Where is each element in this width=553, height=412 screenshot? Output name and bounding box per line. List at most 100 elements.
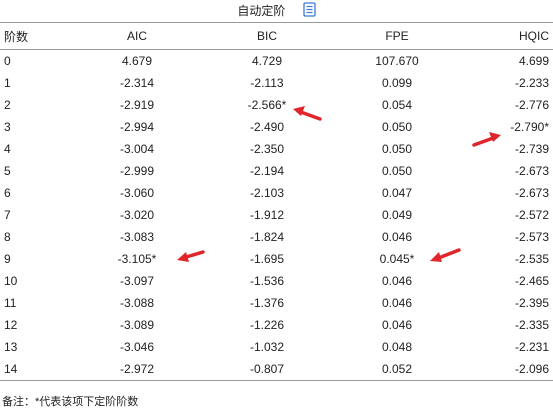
table-row: 7 -3.020 -1.912 0.049 -2.572 (0, 204, 553, 226)
cell-hqic: -2.776 (514, 98, 549, 112)
cell-fpe: 0.045* (379, 252, 415, 266)
cell-hqic: -2.395 (514, 296, 549, 310)
cell-hqic: -2.739 (514, 142, 549, 156)
cell-hqic: -2.096 (462, 358, 553, 381)
cell-order: 1 (4, 76, 11, 90)
table-row: 9 -3.105* -1.695 0.045* -2.535 (0, 248, 553, 270)
cell-aic: -3.020 (119, 208, 155, 222)
cell-order: 11 (4, 296, 17, 310)
cell-bic: -0.807 (202, 358, 332, 381)
header-fpe: FPE (332, 22, 462, 50)
header-bic: BIC (202, 22, 332, 50)
cell-bic: -2.103 (249, 186, 285, 200)
table-row: 4 -3.004 -2.350 0.050 -2.739 (0, 138, 553, 160)
cell-bic: -1.032 (249, 340, 285, 354)
cell-order: 8 (4, 230, 11, 244)
table-row: 5 -2.999 -2.194 0.050 -2.673 (0, 160, 553, 182)
cell-aic: -3.083 (119, 230, 155, 244)
cell-bic: -1.376 (249, 296, 285, 310)
cell-fpe: 0.054 (381, 98, 413, 112)
title-bar: 自动定阶 (0, 0, 553, 22)
cell-hqic: -2.231 (514, 340, 549, 354)
cell-hqic: 4.699 (518, 54, 549, 68)
cell-bic: -1.695 (249, 252, 285, 266)
table-row: 8 -3.083 -1.824 0.046 -2.573 (0, 226, 553, 248)
cell-fpe: 0.046 (381, 296, 413, 310)
cell-fpe: 0.049 (381, 208, 413, 222)
cell-hqic: -2.535 (514, 252, 549, 266)
cell-order: 5 (4, 164, 11, 178)
cell-bic: -2.490 (249, 120, 285, 134)
table-header-row: 阶数 AIC BIC FPE HQIC (0, 22, 553, 50)
cell-aic: -3.097 (119, 274, 155, 288)
cell-bic: -1.912 (249, 208, 285, 222)
cell-bic: -1.226 (249, 318, 285, 332)
table-row: 3 -2.994 -2.490 0.050 -2.790* (0, 116, 553, 138)
cell-fpe: 0.099 (381, 76, 413, 90)
table-row: 6 -3.060 -2.103 0.047 -2.673 (0, 182, 553, 204)
cell-order: 10 (4, 274, 18, 288)
cell-bic: -2.566* (247, 98, 287, 112)
cell-order: 3 (4, 120, 11, 134)
cell-fpe: 0.048 (381, 340, 413, 354)
table-row: 13 -3.046 -1.032 0.048 -2.231 (0, 336, 553, 358)
cell-aic: -3.089 (119, 318, 155, 332)
cell-bic: -2.113 (250, 76, 284, 90)
cell-hqic: -2.335 (514, 318, 549, 332)
cell-order: 14 (0, 358, 72, 381)
cell-aic: 4.679 (121, 54, 153, 68)
cell-order: 0 (4, 54, 11, 68)
table-row: 14 -2.972 -0.807 0.052 -2.096 (0, 358, 553, 381)
cell-order: 4 (4, 142, 11, 156)
cell-hqic: -2.572 (514, 208, 549, 222)
cell-order: 9 (4, 252, 11, 266)
cell-aic: -2.972 (72, 358, 202, 381)
cell-order: 2 (4, 98, 11, 112)
header-hqic: HQIC (462, 22, 553, 50)
cell-hqic: -2.465 (514, 274, 549, 288)
footnote: 备注：*代表该项下定阶阶数 (2, 396, 139, 408)
cell-aic: -2.314 (119, 76, 155, 90)
cell-order: 13 (4, 340, 18, 354)
cell-hqic: -2.673 (514, 164, 549, 178)
document-icon[interactable] (303, 2, 316, 17)
cell-bic: -2.350 (249, 142, 285, 156)
cell-bic: 4.729 (251, 54, 283, 68)
cell-aic: -2.919 (119, 98, 155, 112)
table-row: 1 -2.314 -2.113 0.099 -2.233 (0, 72, 553, 94)
header-order: 阶数 (0, 22, 72, 50)
table-row: 0 4.679 4.729 107.670 4.699 (0, 50, 553, 73)
cell-aic: -3.046 (119, 340, 155, 354)
lag-order-table: 阶数 AIC BIC FPE HQIC 0 4.679 4.729 107.670 4.… (0, 22, 553, 381)
cell-bic: -1.536 (249, 274, 285, 288)
cell-fpe: 0.047 (381, 186, 413, 200)
cell-fpe: 0.050 (381, 142, 413, 156)
page-title: 自动定阶 (237, 3, 286, 18)
cell-hqic: -2.790* (510, 120, 549, 134)
cell-aic: -2.994 (119, 120, 155, 134)
cell-bic: -1.824 (249, 230, 285, 244)
cell-aic: -3.060 (119, 186, 155, 200)
cell-fpe: 0.046 (381, 274, 413, 288)
cell-aic: -3.105* (117, 252, 157, 266)
cell-aic: -3.004 (119, 142, 155, 156)
cell-fpe: 107.670 (375, 54, 419, 68)
cell-hqic: -2.673 (514, 186, 549, 200)
cell-order: 12 (4, 318, 18, 332)
cell-hqic: -2.573 (514, 230, 549, 244)
cell-hqic: -2.233 (514, 76, 549, 90)
cell-aic: -3.088 (119, 296, 155, 310)
cell-fpe: 0.050 (381, 164, 413, 178)
cell-fpe: 0.046 (381, 318, 413, 332)
table-body: 0 4.679 4.729 107.670 4.699 1 -2.314 -2.113 0.09… (0, 50, 553, 381)
cell-fpe: 0.046 (381, 230, 413, 244)
table-row: 10 -3.097 -1.536 0.046 -2.465 (0, 270, 553, 292)
cell-order: 6 (4, 186, 11, 200)
cell-fpe: 0.052 (332, 358, 462, 381)
table-row: 11 -3.088 -1.376 0.046 -2.395 (0, 292, 553, 314)
header-aic: AIC (72, 22, 202, 50)
cell-aic: -2.999 (119, 164, 155, 178)
table-row: 2 -2.919 -2.566* 0.054 -2.776 (0, 94, 553, 116)
cell-order: 7 (4, 208, 11, 222)
